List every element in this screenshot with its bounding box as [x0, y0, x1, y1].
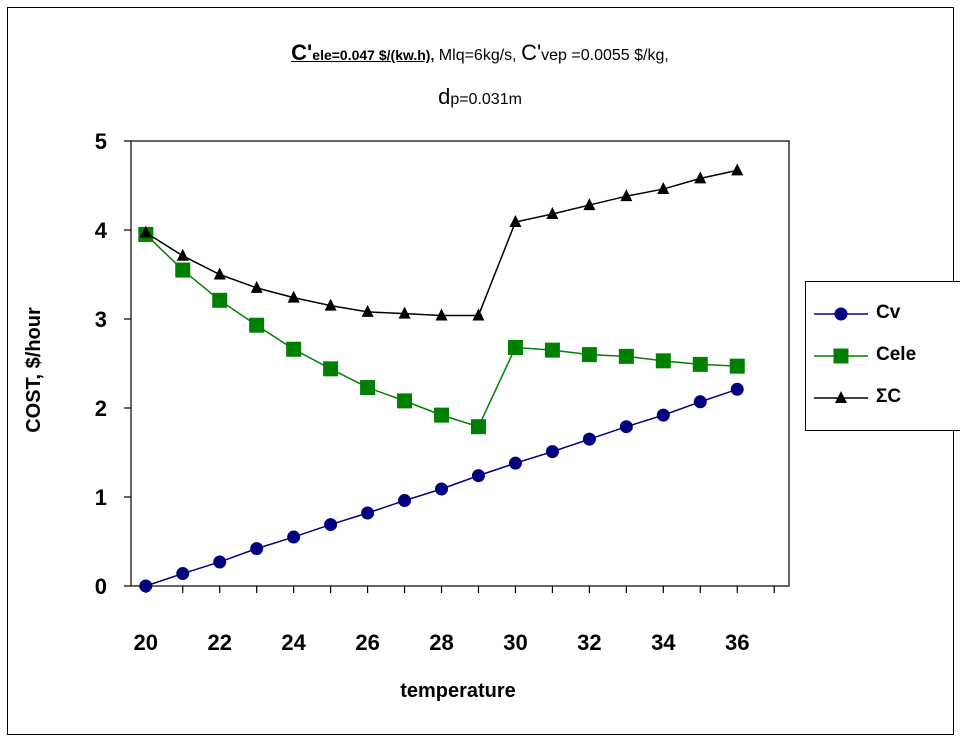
chart-title-line1: C'ele=0.047 $/(kw.h), Mlq=6kg/s, C'vep =… — [0, 40, 960, 66]
point-cv — [508, 456, 522, 470]
point-cele — [286, 341, 302, 357]
point-cele — [249, 317, 265, 333]
point-sum — [324, 298, 337, 311]
point-cele — [655, 353, 671, 369]
legend-swatch-sum — [814, 391, 868, 403]
point-sum — [250, 280, 263, 293]
y-tick-label: 4 — [95, 218, 108, 243]
point-cv — [287, 530, 301, 544]
point-cele — [323, 361, 339, 377]
title-dp-symbol: d — [438, 84, 451, 109]
title-cele-value: ele=0.047 $/(kw.h), — [312, 47, 435, 63]
x-axis-label: temperature — [400, 680, 516, 702]
point-cv — [398, 494, 412, 508]
point-sum — [657, 182, 670, 195]
x-tick-label: 28 — [429, 630, 453, 655]
x-tick-label: 34 — [651, 630, 676, 655]
point-cele — [397, 393, 413, 409]
point-cv — [656, 408, 670, 422]
point-sum — [435, 308, 448, 321]
point-sum — [398, 306, 411, 319]
point-sum — [620, 189, 633, 202]
point-cv — [582, 432, 596, 446]
point-cv — [471, 469, 485, 483]
y-tick-label: 5 — [95, 129, 107, 154]
chart-frame — [7, 7, 954, 735]
point-cv — [619, 420, 633, 434]
point-cv — [139, 579, 153, 593]
legend-label-sum: ΣC — [876, 386, 902, 407]
point-cv — [324, 518, 338, 532]
point-cele — [507, 339, 523, 355]
point-sum — [472, 308, 485, 321]
x-tick-label: 36 — [725, 630, 749, 655]
y-tick-label: 3 — [95, 307, 107, 332]
point-sum — [583, 198, 596, 211]
x-tick-label: 30 — [503, 630, 527, 655]
legend-swatch-cv — [814, 307, 868, 321]
point-sum — [546, 206, 559, 219]
plot-area — [130, 140, 790, 587]
point-cv — [730, 382, 744, 396]
point-sum — [361, 304, 374, 317]
legend-label-cele: Cele — [876, 344, 917, 365]
legend-label-cv: Cv — [876, 302, 901, 323]
point-cele — [581, 347, 597, 363]
x-tick-label: 24 — [281, 630, 306, 655]
point-sum — [213, 267, 226, 280]
point-cele — [360, 380, 376, 396]
point-cv — [435, 482, 449, 496]
y-tick-label: 0 — [95, 574, 107, 599]
point-sum — [287, 290, 300, 303]
title-cvep-symbol: C' — [521, 40, 542, 65]
title-dp-value: p=0.031m — [450, 91, 522, 108]
point-cv — [361, 506, 375, 520]
point-sum — [694, 171, 707, 184]
title-mlq: Mlq=6kg/s, — [434, 47, 522, 64]
point-cele — [618, 348, 634, 364]
x-tick-label: 22 — [207, 630, 231, 655]
series-line-cele — [145, 233, 738, 428]
point-cv — [545, 445, 559, 459]
point-cele — [544, 342, 560, 358]
point-cele — [212, 292, 228, 308]
point-cele — [692, 356, 708, 372]
point-sum — [731, 163, 744, 176]
title-cele-part: C'ele=0.047 $/(kw.h), — [291, 40, 435, 65]
legend-item-cele: Cele — [806, 336, 960, 376]
x-tick-label: 20 — [134, 630, 158, 655]
legend-item-sum: ΣC — [806, 378, 960, 418]
y-tick-label: 2 — [95, 396, 107, 421]
legend-swatch-cele — [814, 348, 868, 364]
legend: Cv Cele ΣC — [805, 281, 960, 431]
x-tick-label: 32 — [577, 630, 601, 655]
title-cvep-value: vep =0.0055 $/kg, — [541, 47, 669, 64]
point-sum — [176, 248, 189, 261]
title-cele-symbol: C' — [291, 40, 313, 65]
point-cv — [213, 555, 227, 569]
x-tick-label: 26 — [355, 630, 379, 655]
series-layer — [138, 163, 745, 593]
y-axis-label: COST, $/hour — [23, 307, 45, 433]
point-cv — [176, 567, 190, 581]
point-cv — [693, 395, 707, 409]
chart-title-line2: dp=0.031m — [0, 84, 960, 110]
point-cele — [470, 419, 486, 435]
series-line-sum — [145, 169, 738, 317]
point-sum — [139, 225, 152, 238]
point-cele — [434, 407, 450, 423]
point-sum — [509, 214, 522, 227]
legend-item-cv: Cv — [806, 294, 960, 334]
y-tick-label: 1 — [95, 485, 107, 510]
point-cele — [175, 262, 191, 278]
point-cv — [250, 542, 264, 556]
point-cele — [729, 358, 745, 374]
